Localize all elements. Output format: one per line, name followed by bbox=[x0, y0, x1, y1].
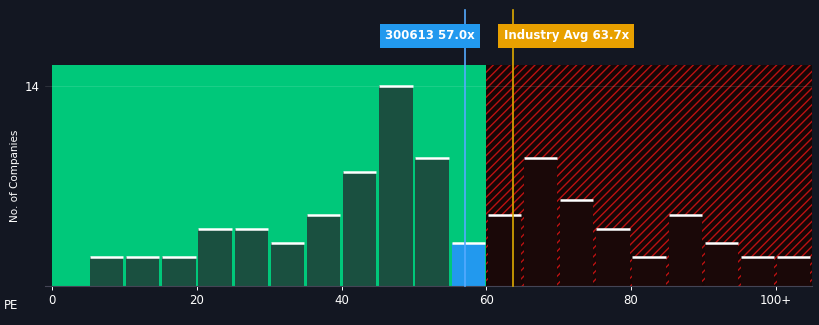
Bar bbox=[595, 229, 629, 286]
Bar bbox=[306, 215, 340, 286]
Bar bbox=[198, 229, 232, 286]
Bar bbox=[379, 86, 412, 286]
Y-axis label: No. of Companies: No. of Companies bbox=[11, 129, 20, 222]
Bar bbox=[486, 65, 811, 286]
Bar bbox=[342, 172, 376, 286]
Text: 300613 57.0x: 300613 57.0x bbox=[385, 29, 474, 42]
Bar bbox=[559, 201, 593, 286]
Text: PE: PE bbox=[4, 299, 19, 312]
Bar bbox=[704, 243, 737, 286]
Text: Industry Avg 63.7x: Industry Avg 63.7x bbox=[503, 29, 628, 42]
Bar bbox=[667, 215, 701, 286]
Bar bbox=[234, 229, 268, 286]
Bar bbox=[487, 215, 520, 286]
Bar bbox=[631, 257, 665, 286]
Bar bbox=[90, 257, 123, 286]
Bar bbox=[162, 257, 195, 286]
Bar bbox=[523, 158, 557, 286]
Bar bbox=[270, 243, 304, 286]
Bar bbox=[52, 65, 486, 286]
Bar bbox=[126, 257, 159, 286]
Bar bbox=[776, 257, 809, 286]
Bar bbox=[486, 65, 811, 286]
Bar bbox=[740, 257, 773, 286]
Bar bbox=[451, 243, 484, 286]
Bar bbox=[415, 158, 448, 286]
